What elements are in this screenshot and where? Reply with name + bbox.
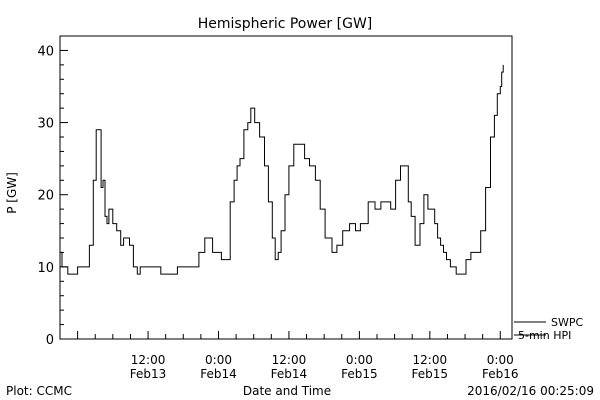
y-tick-label: 0 xyxy=(46,333,54,348)
footer-timestamp: 2016/02/16 00:25:09 xyxy=(467,384,594,398)
series-group xyxy=(60,64,504,275)
x-tick-label-date: Feb15 xyxy=(341,367,378,381)
x-tick-label-date: Feb15 xyxy=(412,367,449,381)
x-tick-label-date: Feb14 xyxy=(271,367,308,381)
chart-title: Hemispheric Power [GW] xyxy=(198,16,373,32)
x-tick-label-time: 12:00 xyxy=(131,353,166,367)
x-tick-label-date: Feb16 xyxy=(482,367,519,381)
x-axis: 12:00Feb130:00Feb1412:00Feb140:00Feb1512… xyxy=(59,331,519,381)
y-tick-label: 20 xyxy=(37,189,54,204)
plot-frame xyxy=(59,35,513,340)
series-line-swpc xyxy=(60,64,504,275)
y-axis-label: P [GW] xyxy=(5,172,19,214)
y-tick-label: 40 xyxy=(37,44,54,59)
y-tick-label: 30 xyxy=(37,117,54,132)
x-tick-label-time: 0:00 xyxy=(487,353,514,367)
x-tick-label-time: 0:00 xyxy=(346,353,373,367)
x-tick-label-time: 12:00 xyxy=(413,353,448,367)
x-tick-label-time: 0:00 xyxy=(205,353,232,367)
x-tick-label-time: 12:00 xyxy=(272,353,307,367)
x-axis-label: Date and Time xyxy=(243,384,331,398)
y-axis: 0 10 20 30 40 xyxy=(37,35,68,348)
footer-plot-credit: Plot: CCMC xyxy=(6,384,72,398)
legend-swpc-label: SWPC xyxy=(551,316,583,329)
legend-hpi-label: 5-min HPI xyxy=(518,329,571,342)
x-tick-label-date: Feb14 xyxy=(200,367,237,381)
y-tick-label: 10 xyxy=(37,261,54,276)
x-tick-label-date: Feb13 xyxy=(130,367,167,381)
